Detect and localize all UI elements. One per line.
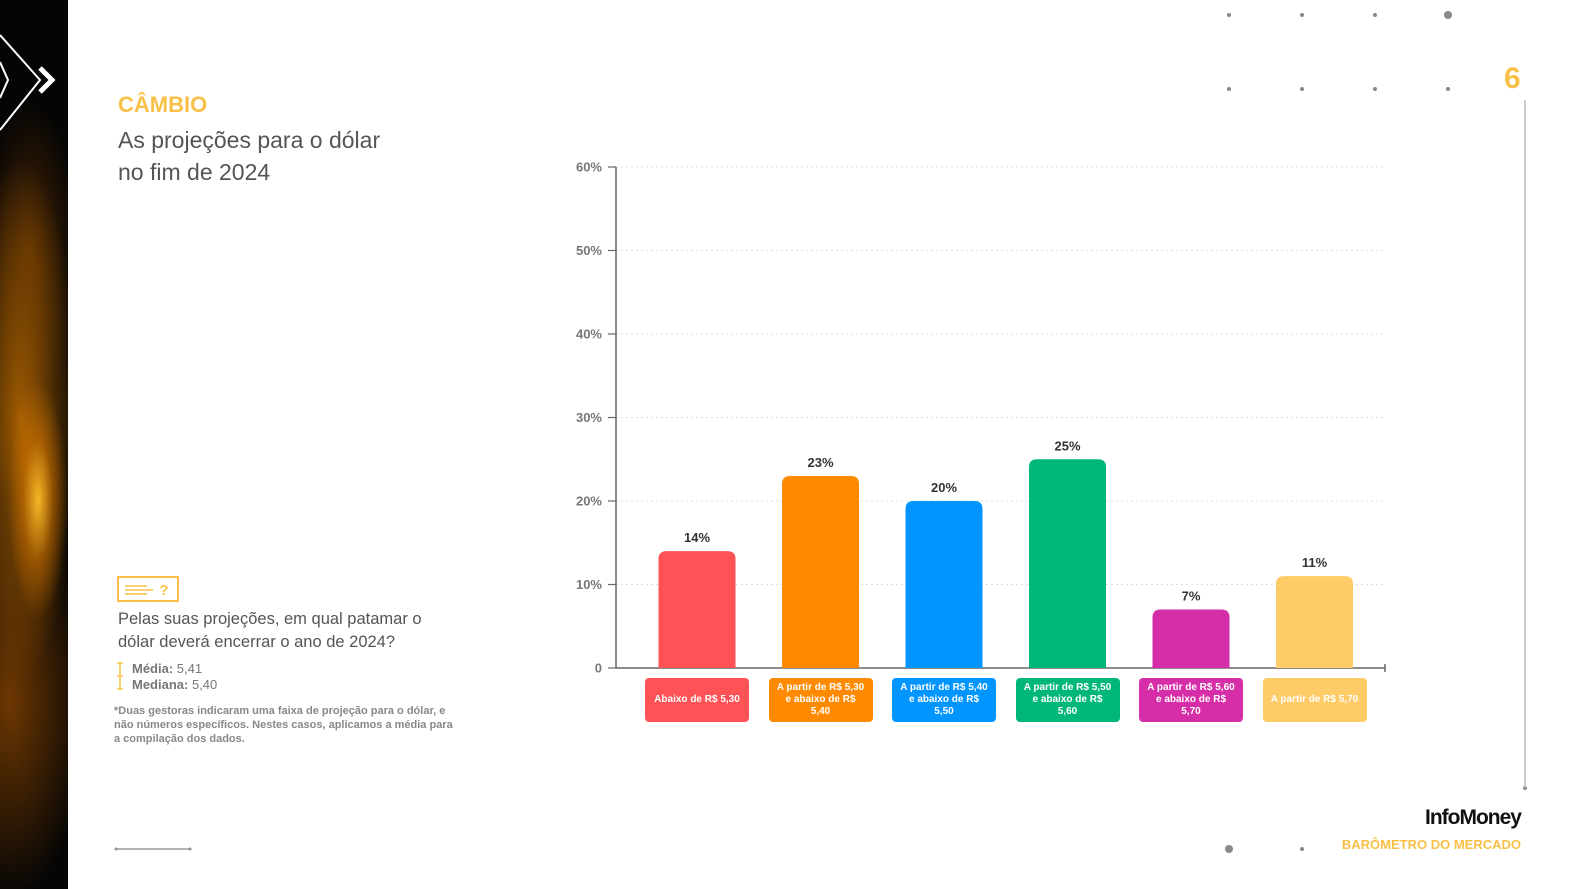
y-tick-label: 40% [576,327,602,342]
y-tick-label: 50% [576,243,602,258]
chevrons [0,34,56,131]
category-label: Abaixo de R$ 5,30 [645,678,749,722]
category-label: A partir de R$ 5,30 e abaixo de R$ 5,40 [768,678,873,722]
y-tick-label: 30% [576,410,602,425]
value-label: 23% [807,455,833,470]
stats-icon [117,662,123,690]
category-label: A partir de R$ 5,60 e abaixo de R$ 5,70 [1139,678,1243,722]
category-label: A partir de R$ 5,70 [1262,678,1367,722]
stats: Média: 5,41 Mediana: 5,40 [132,661,217,693]
page-number: 6 [1504,62,1521,95]
side-strip [0,0,68,889]
stat-value: 5,40 [191,677,218,692]
value-label: 14% [684,530,710,545]
kicker: CÂMBIO [118,92,208,117]
stat-label: Mediana: [132,677,189,692]
question: Pelas suas projeções, em qual patamar o … [118,610,422,651]
svg-text:?: ? [159,582,168,599]
stat: Mediana: 5,40 [132,677,217,693]
section: BARÔMETRO DO MERCADO [1341,837,1521,852]
footnote: *Duas gestoras indicaram uma faixa de pr… [114,705,453,745]
stat-value: 5,41 [176,661,203,676]
title: As projeções para o dólar no fim de 2024 [118,127,381,185]
brand: InfoMoney [1425,806,1522,829]
stat-label: Média: [132,661,174,676]
bar [1029,459,1106,668]
y-tick-label: 60% [576,160,602,175]
bar [1276,576,1353,668]
bar [658,551,736,668]
value-label: 20% [931,480,957,495]
question-icon: ? [117,576,179,602]
stat: Média: 5,41 [132,661,217,677]
value-label: 11% [1302,555,1328,570]
category-label: A partir de R$ 5,50 e abaixo de R$ 5,60 [1015,678,1120,722]
bar [905,501,983,668]
value-label: 7% [1182,589,1201,604]
category-label: A partir de R$ 5,40 e abaixo de R$ 5,50 [892,678,996,722]
y-tick-label: 0 [595,661,602,676]
bar [1152,609,1230,668]
y-tick-label: 10% [576,577,602,592]
bar [782,475,859,668]
value-label: 25% [1054,438,1080,453]
y-tick-label: 20% [576,494,602,509]
